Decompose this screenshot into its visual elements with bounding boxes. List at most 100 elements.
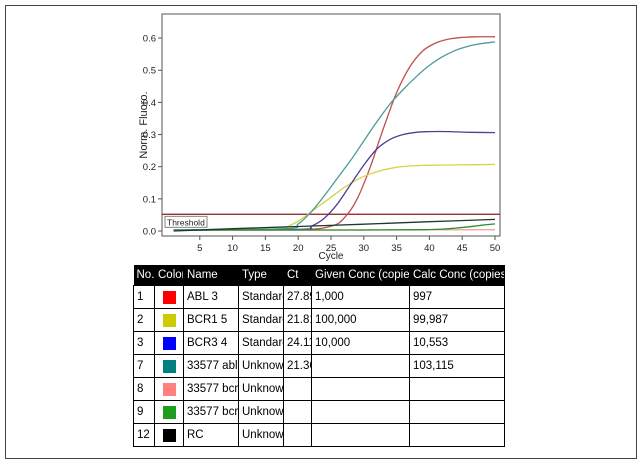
table-row: 8 33577 bcr1Unknown: [133, 377, 505, 401]
y-tick-label: 0.3: [143, 130, 156, 141]
threshold-label-box: [164, 215, 208, 228]
threshold-layer: Threshold: [162, 213, 500, 228]
series-line-rc: [173, 218, 496, 232]
y-axis-label: Norm. Fluoro.: [138, 91, 150, 158]
cell-no: 9: [133, 400, 155, 424]
cell-color: [154, 400, 184, 424]
cell-no: 1: [133, 285, 155, 309]
color-swatch: [162, 313, 176, 327]
cell-no: 8: [133, 377, 155, 401]
plot-area: [161, 13, 501, 237]
cell-no: 7: [133, 354, 155, 378]
cell-ct: 21.36: [283, 354, 312, 378]
series-line-bcr1-5: [173, 163, 496, 231]
x-tick-label: 35: [391, 243, 402, 254]
x-tick-label: 30: [359, 243, 370, 254]
table-row: 7 33577 ablUnknown21.36 103,115: [133, 354, 505, 378]
cell-name: 33577 abl: [183, 354, 239, 378]
y-tick-label: 0.0: [143, 227, 156, 238]
cell-color: [154, 285, 184, 309]
axis-ticks: 0.0 0.1 0.2 0.3 0.4 0.5 0.6 5 10 15 20 25 30 35 40 45 50: [143, 34, 501, 254]
color-swatch: [162, 405, 176, 419]
color-swatch: [162, 382, 176, 396]
cell-type: Standard: [238, 285, 284, 309]
cell-type: Standard: [238, 331, 284, 355]
table-header-row: No. Color Name Type Ct Given Conc (copie…: [133, 265, 505, 286]
cell-no: 2: [133, 308, 155, 332]
cell-no: 3: [133, 331, 155, 355]
cell-color: [154, 377, 184, 401]
cell-given-conc: [311, 400, 410, 424]
cell-ct: [283, 377, 312, 401]
cell-color: [154, 423, 184, 447]
y-tick-label: 0.5: [143, 66, 156, 77]
cell-type: Unknown: [238, 377, 284, 401]
x-tick-label: 20: [293, 243, 304, 254]
cell-name: 33577 bcr1: [183, 377, 239, 401]
cell-calc-conc: 103,115: [409, 354, 505, 378]
header-given-conc: Given Conc (copies/ul): [311, 265, 410, 286]
table-row: 12 RCUnknown: [133, 423, 505, 447]
y-tick-label: 0.4: [143, 98, 156, 109]
x-axis-label: Cycle: [318, 251, 343, 262]
series-line-33577-bcr3: [173, 223, 496, 232]
cell-type: Unknown: [238, 354, 284, 378]
cell-given-conc: 10,000: [311, 331, 410, 355]
cell-ct: 24.11: [283, 331, 312, 355]
cell-calc-conc: [409, 423, 505, 447]
header-calc-conc: Calc Conc (copies/ul): [409, 265, 505, 286]
figure-frame: [5, 5, 637, 459]
threshold-label: Threshold: [167, 217, 205, 227]
y-tick-label: 0.6: [143, 34, 156, 45]
header-type: Type: [238, 265, 284, 286]
cell-name: BCR3 4: [183, 331, 239, 355]
cell-calc-conc: [409, 400, 505, 424]
series-line-33577-abl: [173, 41, 496, 231]
cell-ct: [283, 400, 312, 424]
header-ct: Ct: [283, 265, 312, 286]
cell-no: 12: [133, 423, 155, 447]
results-table: No. Color Name Type Ct Given Conc (copie…: [133, 265, 505, 447]
header-name: Name: [183, 265, 239, 286]
x-tick-label: 10: [227, 243, 238, 254]
series-line-abl-3: [173, 36, 496, 231]
y-tick-label: 0.1: [143, 194, 156, 205]
cell-name: RC: [183, 423, 239, 447]
series-layer: [173, 36, 496, 232]
cell-calc-conc: [409, 377, 505, 401]
x-tick-label: 15: [260, 243, 271, 254]
color-swatch: [162, 290, 176, 304]
x-tick-label: 45: [457, 243, 468, 254]
cell-calc-conc: 99,987: [409, 308, 505, 332]
cell-type: Unknown: [238, 400, 284, 424]
cell-given-conc: [311, 377, 410, 401]
cell-color: [154, 354, 184, 378]
cell-ct: 21.81: [283, 308, 312, 332]
cell-color: [154, 308, 184, 332]
cell-name: ABL 3: [183, 285, 239, 309]
amplification-chart: 0.0 0.1 0.2 0.3 0.4 0.5 0.6 5 10 15 20 25 30 35 40 45 50…: [138, 13, 501, 262]
x-tick-label: 40: [424, 243, 435, 254]
cell-type: Standard: [238, 308, 284, 332]
cell-given-conc: 100,000: [311, 308, 410, 332]
x-tick-label: 50: [490, 243, 501, 254]
cell-ct: [283, 423, 312, 447]
cell-given-conc: [311, 354, 410, 378]
cell-calc-conc: 10,553: [409, 331, 505, 355]
color-swatch: [162, 336, 176, 350]
cell-given-conc: 1,000: [311, 285, 410, 309]
cell-color: [154, 331, 184, 355]
cell-name: BCR1 5: [183, 308, 239, 332]
table-row: 9 33577 bcr3Unknown: [133, 400, 505, 424]
x-tick-label: 5: [197, 243, 202, 254]
header-color: Color: [154, 265, 184, 286]
cell-name: 33577 bcr3: [183, 400, 239, 424]
x-tick-label: 25: [326, 243, 337, 254]
header-no: No.: [133, 265, 155, 286]
y-tick-label: 0.2: [143, 162, 156, 173]
color-swatch: [162, 428, 176, 442]
